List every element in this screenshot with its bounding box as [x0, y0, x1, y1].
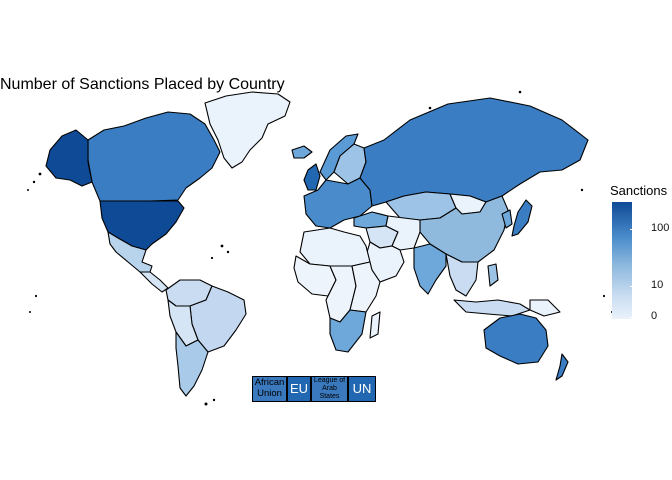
region-north-africa[interactable]: [299, 227, 371, 267]
legend-colorbar: [612, 202, 632, 319]
region-indonesia[interactable]: [453, 299, 531, 317]
legend-tick-label: 0: [651, 310, 658, 322]
region-chile-argentina[interactable]: [175, 331, 209, 397]
region-papua-new-guinea[interactable]: [529, 299, 561, 317]
region-iran[interactable]: [385, 215, 421, 251]
legend-tick-label: 100: [651, 222, 670, 234]
region-russia[interactable]: [359, 97, 589, 207]
org-un[interactable]: UN: [348, 376, 376, 402]
map-title: Number of Sanctions Placed by Country: [0, 76, 285, 93]
org-label: UN: [352, 380, 372, 396]
legend-tick-mark: [630, 229, 633, 230]
small-islands: [27, 90, 613, 406]
org-african-union[interactable]: African Union: [252, 376, 287, 402]
region-madagascar[interactable]: [369, 311, 381, 339]
org-league-of-arab-states[interactable]: League of Arab States: [311, 376, 348, 402]
org-label: EU: [289, 380, 309, 396]
legend-tick-label: 10: [651, 279, 664, 291]
region-new-zealand[interactable]: [555, 353, 569, 381]
legend-title: Sanctions: [610, 183, 668, 198]
region-iceland[interactable]: [291, 145, 313, 159]
region-japan[interactable]: [511, 199, 533, 237]
region-philippines[interactable]: [487, 263, 499, 287]
region-alaska[interactable]: [45, 129, 93, 187]
org-label: African Union: [254, 377, 285, 399]
region-east-africa[interactable]: [349, 261, 381, 313]
region-uk[interactable]: [303, 163, 321, 191]
legend-tick-mark: [630, 286, 633, 287]
region-southeast-asia[interactable]: [445, 253, 479, 297]
region-south-africa[interactable]: [329, 309, 367, 353]
region-canada[interactable]: [87, 111, 221, 202]
region-greenland[interactable]: [204, 91, 291, 169]
region-korea[interactable]: [501, 209, 513, 229]
region-australia[interactable]: [483, 313, 549, 365]
region-central-america[interactable]: [139, 271, 169, 293]
region-india[interactable]: [413, 243, 447, 295]
region-mexico[interactable]: [107, 231, 153, 273]
org-label: League of Arab States: [313, 376, 346, 401]
org-eu[interactable]: EU: [287, 376, 311, 402]
legend-tick-mark: [630, 317, 633, 318]
